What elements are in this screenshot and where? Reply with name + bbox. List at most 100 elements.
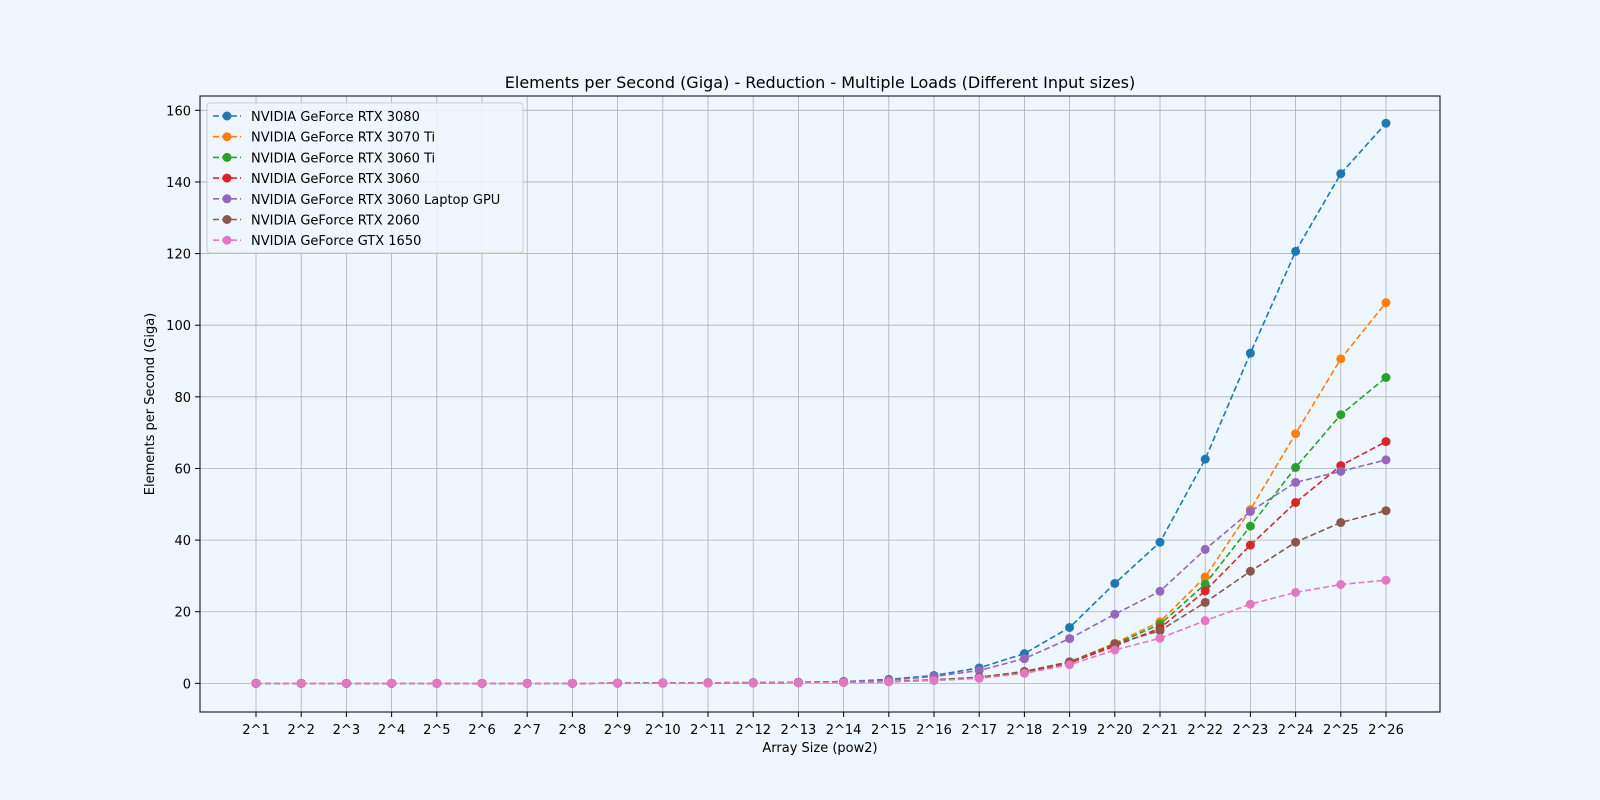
x-tick-label: 2^7 bbox=[513, 723, 540, 738]
series-line bbox=[256, 122, 1387, 685]
data-point bbox=[1291, 587, 1301, 597]
x-tick-label: 2^11 bbox=[690, 723, 726, 738]
x-tick-label: 2^2 bbox=[287, 723, 314, 738]
data-point bbox=[1200, 572, 1210, 582]
y-tick-label: 60 bbox=[174, 462, 191, 477]
legend-item: NVIDIA GeForce RTX 2060 bbox=[213, 214, 420, 229]
y-tick-label: 80 bbox=[174, 391, 191, 406]
legend-swatch-marker bbox=[222, 152, 232, 162]
legend-label: NVIDIA GeForce RTX 3080 bbox=[251, 110, 420, 125]
x-axis-label: Array Size (pow2) bbox=[762, 741, 877, 756]
legend-box bbox=[206, 102, 524, 254]
x-tick-label: 2^4 bbox=[378, 723, 405, 738]
data-point bbox=[522, 678, 532, 688]
data-point bbox=[1245, 540, 1255, 550]
series bbox=[251, 575, 1391, 688]
x-tick-label: 2^12 bbox=[735, 723, 771, 738]
x-tick-label: 2^17 bbox=[961, 723, 997, 738]
data-point bbox=[477, 678, 487, 688]
series-line bbox=[256, 459, 1387, 685]
x-tick-label: 2^6 bbox=[468, 723, 495, 738]
data-point bbox=[1110, 645, 1120, 655]
data-point bbox=[1245, 566, 1255, 576]
legend-item: NVIDIA GeForce RTX 3060 Laptop GPU bbox=[213, 193, 500, 208]
y-tick-label: 40 bbox=[174, 534, 191, 549]
data-point bbox=[1200, 597, 1210, 607]
series-line bbox=[256, 579, 1387, 685]
data-point bbox=[1110, 609, 1120, 619]
legend-label: NVIDIA GeForce RTX 3070 Ti bbox=[251, 131, 435, 146]
data-point bbox=[1381, 372, 1391, 382]
y-tick-label: 160 bbox=[166, 104, 191, 119]
data-point bbox=[1291, 429, 1301, 439]
data-point bbox=[1155, 537, 1165, 547]
data-point bbox=[1200, 586, 1210, 596]
data-point bbox=[839, 677, 849, 687]
y-tick-label: 140 bbox=[166, 176, 191, 191]
data-point bbox=[1245, 599, 1255, 609]
legend-label: NVIDIA GeForce RTX 3060 bbox=[251, 172, 420, 187]
data-point bbox=[1065, 622, 1075, 632]
data-point bbox=[1200, 544, 1210, 554]
y-tick-label: 0 bbox=[183, 677, 191, 692]
data-point bbox=[1019, 654, 1029, 664]
plot-frame bbox=[199, 95, 1441, 713]
legend-swatch-marker bbox=[222, 194, 232, 204]
x-tick-label: 2^19 bbox=[1052, 723, 1088, 738]
x-tick-label: 2^3 bbox=[333, 723, 360, 738]
x-tick-label: 2^5 bbox=[423, 723, 450, 738]
data-point bbox=[658, 678, 668, 688]
data-point bbox=[613, 678, 623, 688]
data-point bbox=[1200, 454, 1210, 464]
legend-label: NVIDIA GeForce GTX 1650 bbox=[251, 234, 421, 249]
x-tick-label: 2^18 bbox=[1007, 723, 1043, 738]
data-point bbox=[1245, 348, 1255, 358]
data-point bbox=[296, 678, 306, 688]
data-point bbox=[1065, 634, 1075, 644]
data-point bbox=[1336, 580, 1346, 590]
legend-swatch-marker bbox=[222, 235, 232, 245]
data-point bbox=[1291, 537, 1301, 547]
legend-swatch-marker bbox=[222, 132, 232, 142]
data-point bbox=[1245, 506, 1255, 516]
data-point bbox=[1065, 660, 1075, 670]
x-tick-label: 2^20 bbox=[1097, 723, 1133, 738]
data-point bbox=[1110, 578, 1120, 588]
series-line bbox=[256, 376, 1387, 685]
legend-item: NVIDIA GeForce GTX 1650 bbox=[213, 234, 421, 249]
x-tick-label: 2^23 bbox=[1233, 723, 1269, 738]
legend-swatch-marker bbox=[222, 173, 232, 183]
data-point bbox=[884, 677, 894, 687]
data-point bbox=[1291, 497, 1301, 507]
legend-item: NVIDIA GeForce RTX 3070 Ti bbox=[213, 131, 435, 146]
x-tick-label: 2^26 bbox=[1368, 723, 1404, 738]
x-tick-label: 2^13 bbox=[781, 723, 817, 738]
data-point bbox=[793, 678, 803, 688]
x-tick-label: 2^14 bbox=[826, 723, 862, 738]
data-point bbox=[1291, 246, 1301, 256]
legend-label: NVIDIA GeForce RTX 3060 Laptop GPU bbox=[251, 193, 500, 208]
chart-title: Elements per Second (Giga) - Reduction -… bbox=[505, 73, 1135, 92]
y-tick-label: 100 bbox=[166, 319, 191, 334]
data-point bbox=[1291, 477, 1301, 487]
series-line bbox=[256, 302, 1387, 685]
legend-item: NVIDIA GeForce RTX 3060 bbox=[213, 172, 420, 187]
data-point bbox=[387, 678, 397, 688]
data-point bbox=[1245, 521, 1255, 531]
legend-item: NVIDIA GeForce RTX 3060 Ti bbox=[213, 151, 435, 166]
legend: NVIDIA GeForce RTX 3080 NVIDIA GeForce RT… bbox=[206, 102, 524, 254]
y-tick-label: 20 bbox=[174, 606, 191, 621]
data-point bbox=[1336, 410, 1346, 420]
legend-label: NVIDIA GeForce RTX 2060 bbox=[251, 214, 420, 229]
legend-swatch-marker bbox=[222, 111, 232, 121]
data-point bbox=[1381, 575, 1391, 585]
x-axis-ticks: 2^1 2^2 2^3 2^4 2^5 2^6 2^7 2^8 2^9 2^10 2^11 2^12 2… bbox=[242, 712, 1404, 738]
data-point bbox=[1336, 169, 1346, 179]
data-point bbox=[1155, 586, 1165, 596]
data-point bbox=[1381, 118, 1391, 128]
y-tick-label: 120 bbox=[166, 248, 191, 263]
data-point bbox=[1336, 518, 1346, 528]
data-point bbox=[1155, 633, 1165, 643]
x-tick-label: 2^10 bbox=[645, 723, 681, 738]
series-line bbox=[256, 509, 1387, 685]
